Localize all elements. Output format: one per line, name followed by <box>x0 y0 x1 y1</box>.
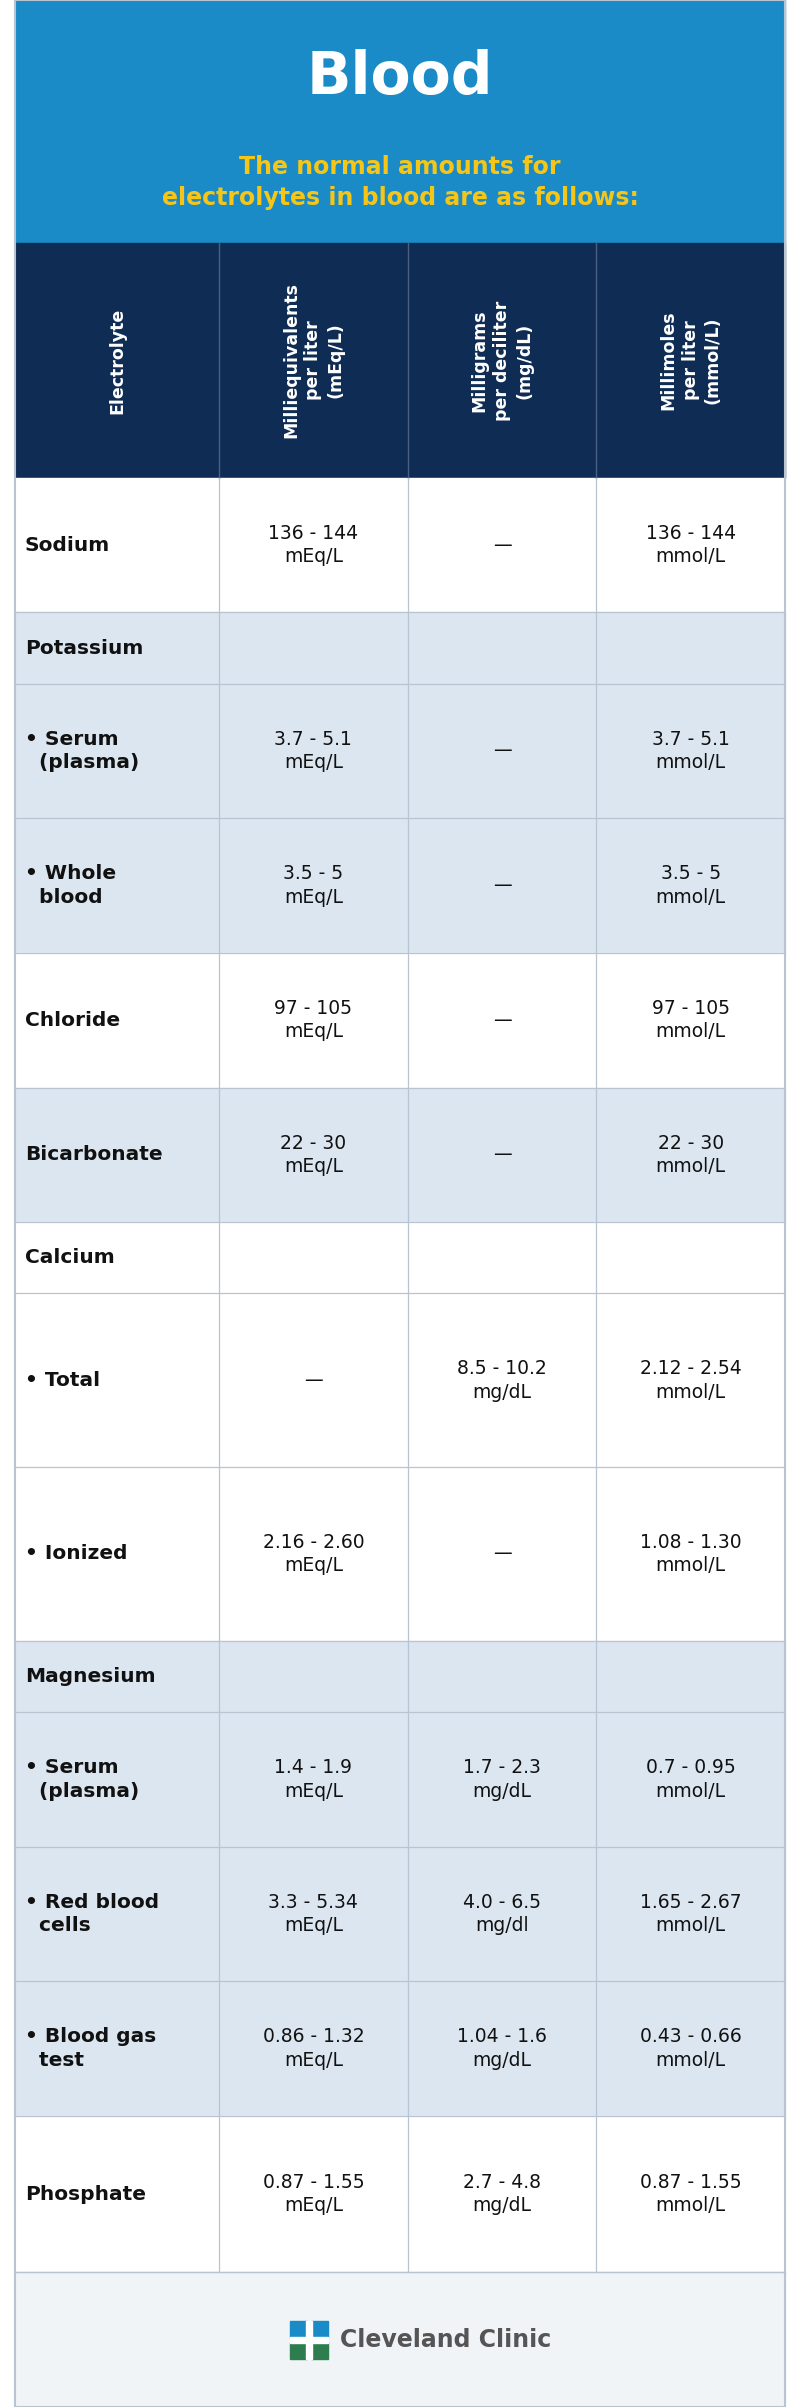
Text: 0.43 - 0.66
mmol/L: 0.43 - 0.66 mmol/L <box>640 2027 742 2070</box>
Bar <box>15 1468 785 1642</box>
Bar <box>15 0 785 243</box>
Bar <box>15 818 785 953</box>
Text: 3.3 - 5.34
mEq/L: 3.3 - 5.34 mEq/L <box>269 1892 358 1935</box>
Text: —: — <box>493 537 511 554</box>
Bar <box>311 2342 328 2359</box>
Text: 97 - 105
mmol/L: 97 - 105 mmol/L <box>652 999 730 1042</box>
Bar <box>15 1088 785 1223</box>
Bar <box>15 953 785 1088</box>
Text: 136 - 144
mEq/L: 136 - 144 mEq/L <box>268 525 358 566</box>
Text: Phosphate: Phosphate <box>25 2186 146 2205</box>
Text: 3.7 - 5.1
mEq/L: 3.7 - 5.1 mEq/L <box>274 729 352 773</box>
Bar <box>15 1223 785 1293</box>
Bar <box>15 2272 785 2407</box>
Text: Chloride: Chloride <box>25 1011 120 1030</box>
Text: Blood: Blood <box>306 48 494 106</box>
Text: —: — <box>493 1011 511 1030</box>
Text: 1.08 - 1.30
mmol/L: 1.08 - 1.30 mmol/L <box>640 1533 742 1574</box>
Text: —: — <box>304 1370 322 1389</box>
Text: 3.7 - 5.1
mmol/L: 3.7 - 5.1 mmol/L <box>652 729 730 773</box>
Bar <box>290 2337 328 2342</box>
Text: Cleveland Clinic: Cleveland Clinic <box>340 2328 551 2352</box>
Text: • Serum
  (plasma): • Serum (plasma) <box>25 1757 139 1800</box>
Bar <box>15 1293 785 1468</box>
Text: 22 - 30
mmol/L: 22 - 30 mmol/L <box>656 1134 726 1177</box>
Text: Calcium: Calcium <box>25 1249 114 1268</box>
Text: Milliequivalents
per liter
(mEq/L): Milliequivalents per liter (mEq/L) <box>282 282 345 438</box>
Bar <box>15 2116 785 2272</box>
Bar <box>15 684 785 818</box>
Text: 0.87 - 1.55
mmol/L: 0.87 - 1.55 mmol/L <box>640 2174 742 2214</box>
Text: 1.4 - 1.9
mEq/L: 1.4 - 1.9 mEq/L <box>274 1757 352 1800</box>
Text: Potassium: Potassium <box>25 638 143 657</box>
Bar <box>290 2320 307 2337</box>
Bar <box>290 2342 307 2359</box>
Text: The normal amounts for
electrolytes in blood are as follows:: The normal amounts for electrolytes in b… <box>162 154 638 209</box>
Bar <box>306 2320 312 2359</box>
Text: Electrolyte: Electrolyte <box>108 308 126 414</box>
Bar <box>15 1642 785 1711</box>
Text: 0.7 - 0.95
mmol/L: 0.7 - 0.95 mmol/L <box>646 1757 735 1800</box>
Text: Sodium: Sodium <box>25 537 110 554</box>
Bar <box>15 611 785 684</box>
Text: 2.16 - 2.60
mEq/L: 2.16 - 2.60 mEq/L <box>262 1533 364 1574</box>
Text: —: — <box>493 1545 511 1565</box>
Text: • Whole
  blood: • Whole blood <box>25 864 116 907</box>
Text: 0.87 - 1.55
mEq/L: 0.87 - 1.55 mEq/L <box>262 2174 364 2214</box>
Text: 97 - 105
mEq/L: 97 - 105 mEq/L <box>274 999 352 1042</box>
Text: 1.7 - 2.3
mg/dL: 1.7 - 2.3 mg/dL <box>463 1757 541 1800</box>
Bar <box>15 1846 785 1981</box>
Text: • Blood gas
  test: • Blood gas test <box>25 2027 156 2070</box>
Bar <box>15 243 785 477</box>
Text: —: — <box>493 876 511 895</box>
Bar <box>15 1711 785 1846</box>
Text: 3.5 - 5
mEq/L: 3.5 - 5 mEq/L <box>283 864 343 907</box>
Text: Millimoles
per liter
(mmol/L): Millimoles per liter (mmol/L) <box>659 311 722 409</box>
Text: 2.7 - 4.8
mg/dL: 2.7 - 4.8 mg/dL <box>463 2174 541 2214</box>
Text: 136 - 144
mmol/L: 136 - 144 mmol/L <box>646 525 736 566</box>
Text: 1.65 - 2.67
mmol/L: 1.65 - 2.67 mmol/L <box>640 1892 742 1935</box>
Text: Milligrams
per deciliter
(mg/dL): Milligrams per deciliter (mg/dL) <box>471 301 534 421</box>
Text: 2.12 - 2.54
mmol/L: 2.12 - 2.54 mmol/L <box>640 1360 742 1401</box>
Text: 3.5 - 5
mmol/L: 3.5 - 5 mmol/L <box>656 864 726 907</box>
Text: 4.0 - 6.5
mg/dl: 4.0 - 6.5 mg/dl <box>463 1892 541 1935</box>
Text: Magnesium: Magnesium <box>25 1668 156 1685</box>
Text: 22 - 30
mEq/L: 22 - 30 mEq/L <box>280 1134 346 1177</box>
Bar <box>311 2320 328 2337</box>
Text: • Ionized: • Ionized <box>25 1545 127 1565</box>
Text: 1.04 - 1.6
mg/dL: 1.04 - 1.6 mg/dL <box>457 2027 547 2070</box>
Text: 8.5 - 10.2
mg/dL: 8.5 - 10.2 mg/dL <box>457 1360 547 1401</box>
Text: • Serum
  (plasma): • Serum (plasma) <box>25 729 139 773</box>
Bar <box>15 477 785 611</box>
Text: 0.86 - 1.32
mEq/L: 0.86 - 1.32 mEq/L <box>262 2027 364 2070</box>
Text: • Total: • Total <box>25 1370 100 1389</box>
Text: —: — <box>493 741 511 761</box>
Bar <box>15 1981 785 2116</box>
Text: • Red blood
  cells: • Red blood cells <box>25 1892 159 1935</box>
Text: —: — <box>493 1146 511 1165</box>
Text: Bicarbonate: Bicarbonate <box>25 1146 162 1165</box>
